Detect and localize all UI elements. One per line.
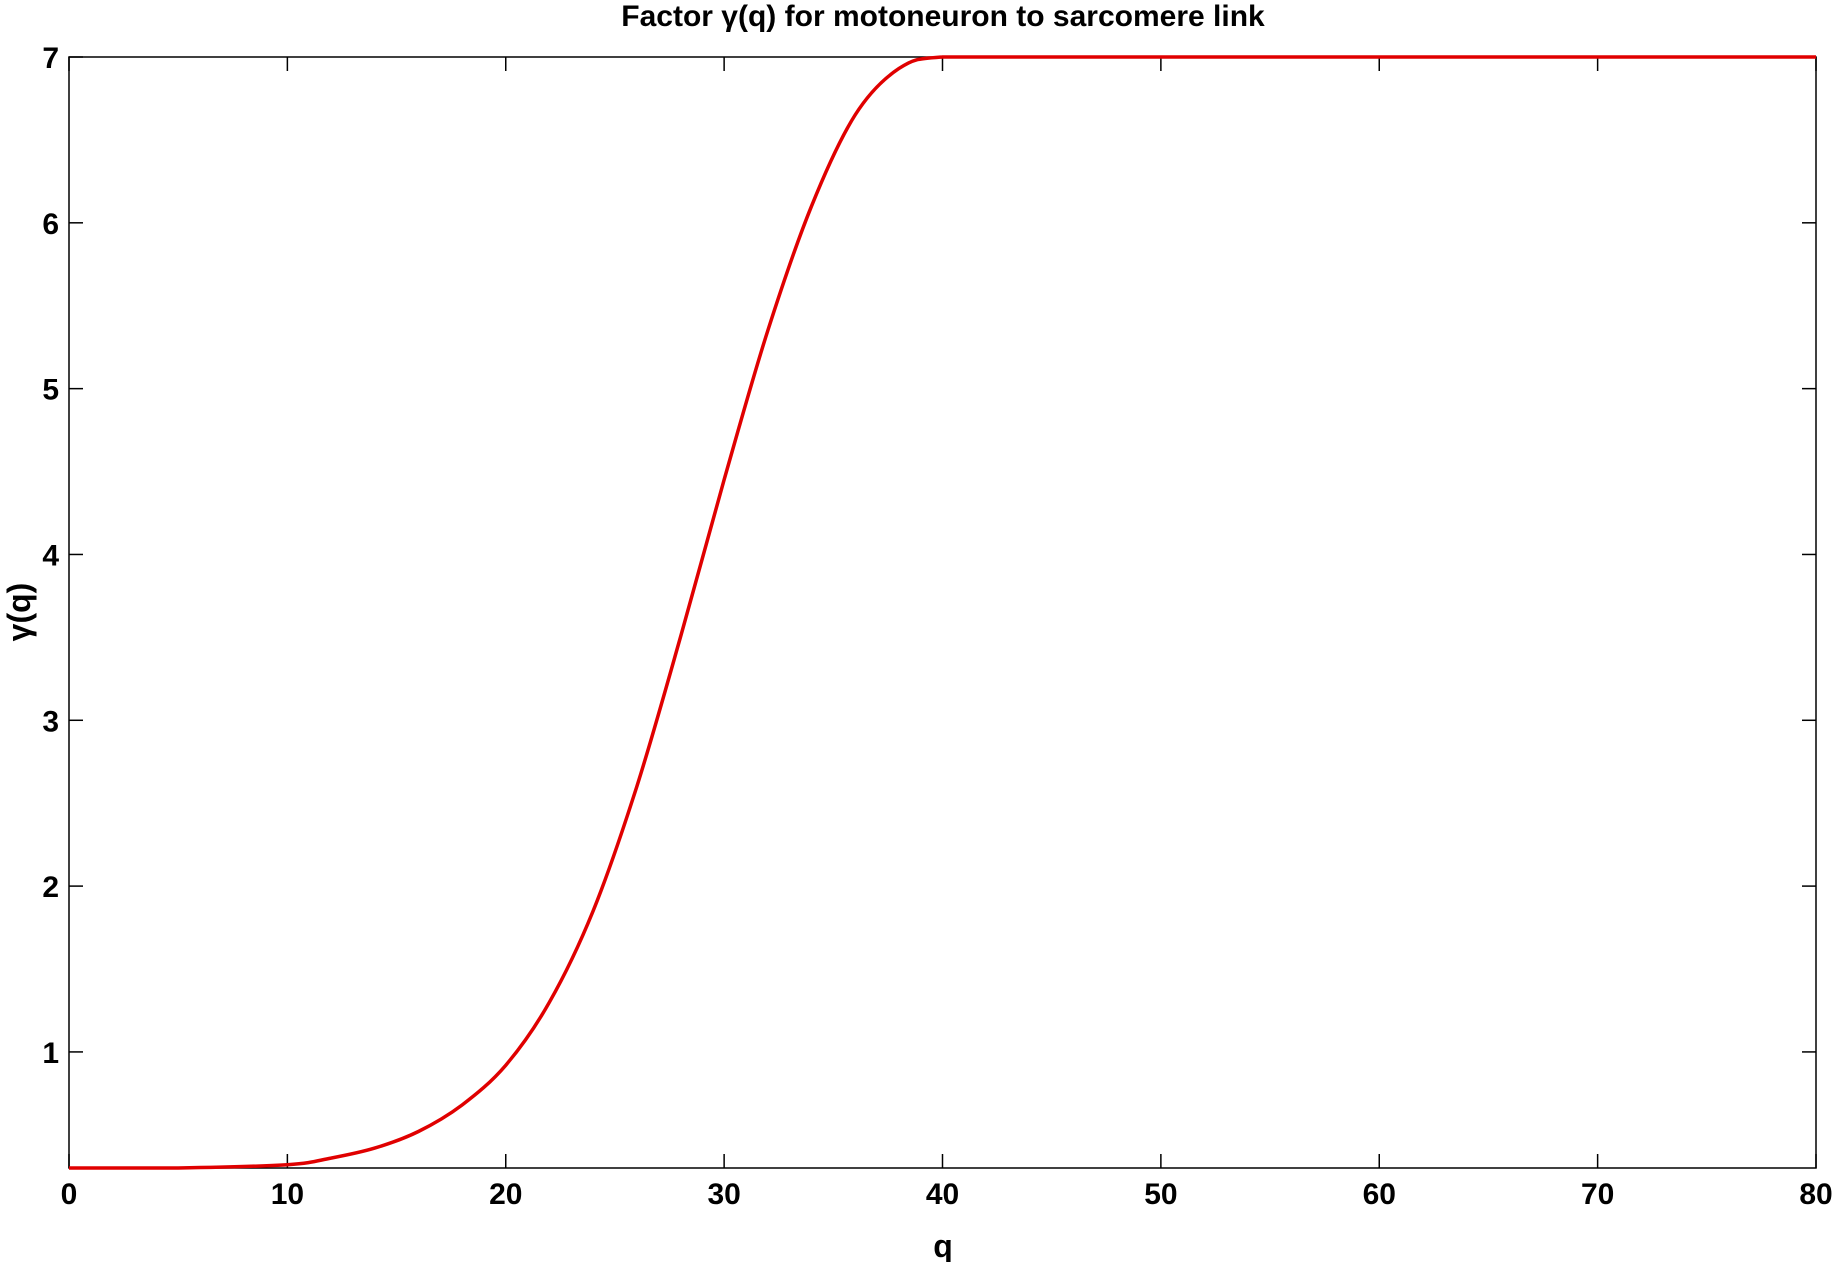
plot-area [68, 56, 1817, 1169]
x-tick-label: 80 [1799, 1178, 1832, 1211]
chart-title: Factor γ(q) for motoneuron to sarcomere … [621, 0, 1265, 33]
x-axis-label: q [933, 1228, 953, 1262]
x-tick-label: 30 [707, 1178, 740, 1211]
x-tick-label: 0 [61, 1178, 78, 1211]
y-tick-label: 3 [42, 705, 59, 738]
x-tick-label: 50 [1144, 1178, 1177, 1211]
y-tick-label: 7 [42, 42, 59, 75]
x-tick-label: 70 [1581, 1178, 1614, 1211]
y-axis-ticks: 1 2 3 4 5 6 7 [42, 42, 1816, 1070]
x-tick-label: 20 [489, 1178, 522, 1211]
x-tick-label: 10 [271, 1178, 304, 1211]
y-tick-label: 1 [42, 1037, 59, 1070]
x-tick-label: 40 [926, 1178, 959, 1211]
series-layer [69, 55, 1816, 1170]
y-tick-label: 2 [42, 871, 59, 904]
y-tick-label: 6 [42, 208, 59, 241]
y-tick-label: 4 [42, 539, 59, 572]
x-tick-label: 60 [1363, 1178, 1396, 1211]
y-tick-label: 5 [42, 374, 59, 407]
y-axis-label: γ(q) [1, 583, 37, 642]
series-line [69, 55, 1816, 1170]
x-axis-ticks: 0 10 20 30 40 50 60 70 80 [61, 57, 1833, 1211]
